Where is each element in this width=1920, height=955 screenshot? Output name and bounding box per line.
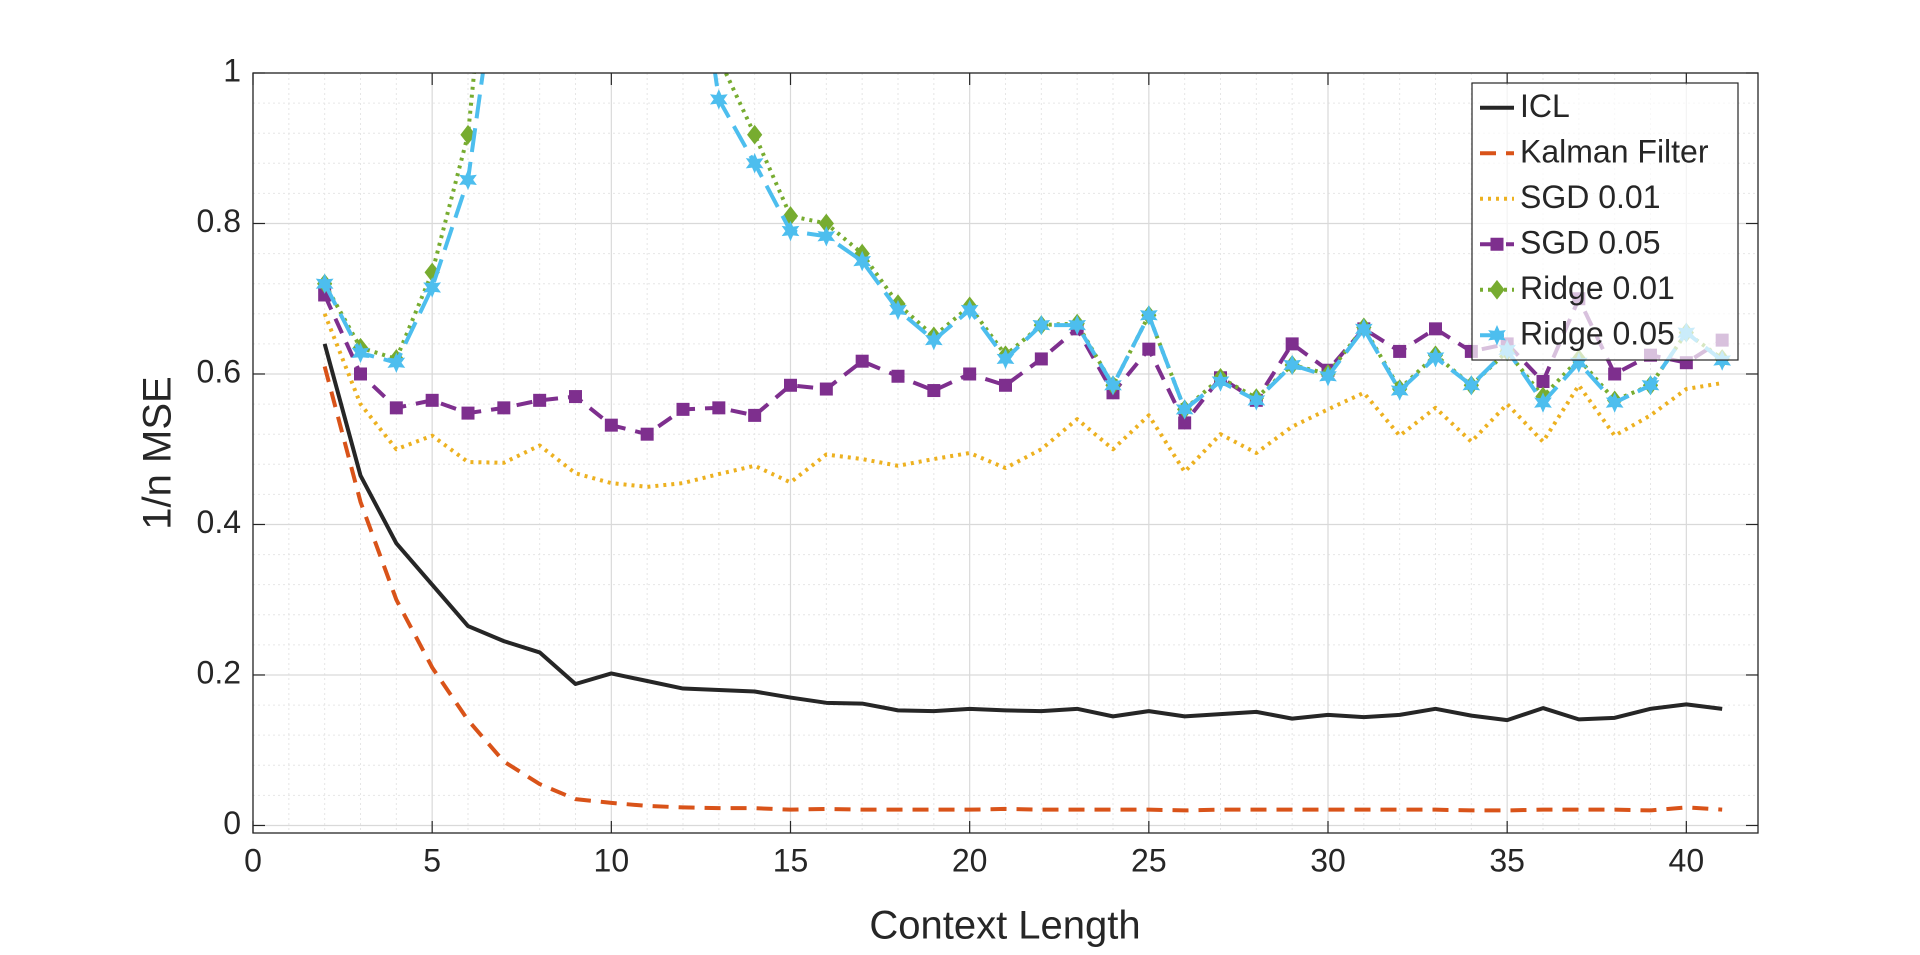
marker [569,390,582,404]
marker [1534,392,1552,413]
marker [1211,371,1230,392]
marker [747,124,763,145]
marker [853,250,872,272]
x-tick-label: 20 [952,842,988,878]
x-tick-label: 5 [423,842,441,878]
marker [1641,375,1660,396]
marker [1354,318,1373,340]
legend-label: ICL [1520,88,1570,124]
marker [889,299,907,321]
legend-label: Kalman Filter [1520,134,1709,170]
plot-frame [252,72,1759,834]
marker [423,277,442,298]
legend-label: Ridge 0.05 [1520,316,1675,352]
marker [1390,380,1409,401]
axes: 0 5 10 15 20 25 30 35 40 0 0.2 0.4 0.6 0.8 1 [197,52,1759,878]
x-axis-label: Context Length [869,904,1140,948]
marker [1488,325,1506,346]
marker [1139,305,1158,326]
marker [1104,375,1122,396]
marker [927,384,941,398]
series-line [322,73,1724,412]
marker [389,401,403,415]
marker [924,329,943,351]
legend-label: Ridge 0.01 [1520,270,1675,306]
y-tick-label: 0.4 [197,504,241,540]
marker [1490,237,1504,251]
marker [963,367,977,381]
marker [640,427,654,441]
marker [1142,342,1156,356]
marker [1032,314,1051,336]
marker [784,378,797,392]
marker [497,401,511,415]
marker [676,402,690,416]
marker [709,89,728,110]
marker [996,348,1015,370]
x-tick-label: 30 [1310,842,1346,878]
marker [1489,279,1505,300]
x-tick-label: 10 [594,842,630,878]
legend: ICL Kalman Filter SGD 0.01 SGD 0.05 Ridge 0.… [1471,82,1739,361]
marker [999,378,1012,392]
marker [387,352,406,373]
marker [459,169,477,191]
marker [1068,314,1087,336]
y-tick-label: 0.8 [197,203,241,239]
series-line [322,365,1723,813]
marker [461,406,475,420]
marker [1462,375,1481,396]
marker [1536,375,1550,389]
marker [1175,399,1194,420]
marker [604,418,618,432]
marker [1608,367,1622,381]
marker [817,226,836,247]
marker [1319,366,1337,387]
marker [819,382,833,396]
x-tick-label: 0 [244,842,262,878]
y-tick-label: 0.2 [197,654,241,690]
series-line [322,343,1723,723]
y-tick-label: 0.6 [197,353,241,389]
marker [1429,322,1442,336]
marker [533,393,547,407]
legend-box [1471,82,1739,361]
marker [315,273,334,294]
marker [855,354,869,368]
marker [354,367,367,381]
marker [712,49,726,67]
marker [1283,354,1302,376]
x-tick-label: 25 [1131,842,1167,878]
x-tick-label: 40 [1669,842,1705,878]
marker [748,408,762,422]
marker [1605,392,1624,413]
marker [745,153,764,174]
marker [351,342,370,364]
legend-label: SGD 0.05 [1520,225,1661,261]
x-tick-label: 35 [1489,842,1525,878]
marker [1426,347,1445,368]
marker [1034,352,1048,366]
marker [1285,337,1299,351]
grid [252,72,1758,833]
marker [460,124,476,145]
marker [425,393,439,407]
x-tick-label: 15 [773,842,809,878]
marker [891,369,905,383]
marker [781,220,800,242]
y-axis-label: 1/n MSE [136,376,180,529]
marker [712,401,726,415]
y-tick-label: 0 [223,805,241,841]
marker [960,299,979,321]
marker [1393,344,1407,358]
legend-label: SGD 0.01 [1520,179,1661,215]
y-tick-label: 1 [223,52,241,88]
marker [1247,390,1266,411]
